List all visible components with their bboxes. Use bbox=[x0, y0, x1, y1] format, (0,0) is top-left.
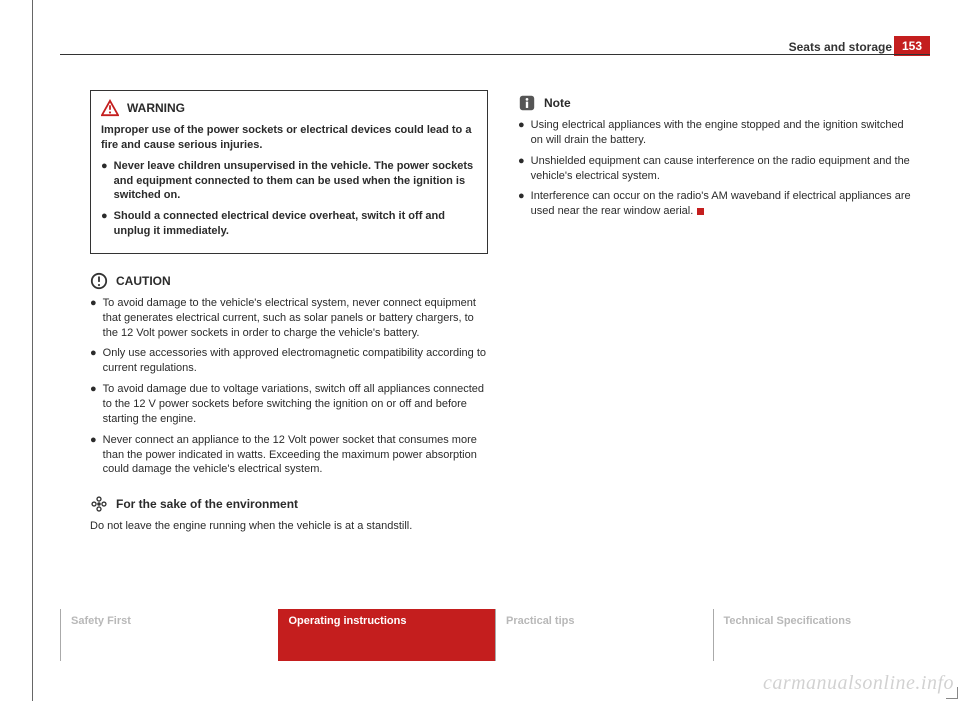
note-bullet-3: ●Interference can occur on the radio's A… bbox=[518, 189, 916, 219]
crop-mark-left bbox=[32, 0, 33, 701]
note-bullet-2-text: Unshielded equipment can cause interfere… bbox=[531, 154, 916, 184]
warning-callout: WARNING Improper use of the power socket… bbox=[90, 90, 488, 254]
caution-bullet-4: ●Never connect an appliance to the 12 Vo… bbox=[90, 433, 488, 478]
watermark: carmanualsonline.info bbox=[763, 672, 954, 695]
warning-bullet-1: ●Never leave children unsupervised in th… bbox=[101, 159, 477, 204]
caution-bullet-4-text: Never connect an appliance to the 12 Vol… bbox=[103, 433, 488, 478]
note-bullet-2: ●Unshielded equipment can cause interfer… bbox=[518, 154, 916, 184]
warning-bullet-2: ●Should a connected electrical device ov… bbox=[101, 209, 477, 239]
caution-title: CAUTION bbox=[116, 273, 171, 289]
note-bullet-1: ●Using electrical appliances with the en… bbox=[518, 118, 916, 148]
warning-title: WARNING bbox=[127, 100, 185, 116]
content-area: WARNING Improper use of the power socket… bbox=[90, 90, 950, 552]
warning-intro: Improper use of the power sockets or ele… bbox=[101, 123, 477, 153]
warning-bullet-1-text: Never leave children unsupervised in the… bbox=[114, 159, 477, 204]
caution-circle-icon bbox=[90, 272, 108, 290]
page-number-badge: 153 bbox=[894, 36, 930, 56]
note-callout: Note ●Using electrical appliances with t… bbox=[518, 94, 916, 219]
environment-header: For the sake of the environment bbox=[90, 495, 488, 513]
environment-callout: For the sake of the environment Do not l… bbox=[90, 495, 488, 534]
caution-bullet-2-text: Only use accessories with approved elect… bbox=[103, 346, 488, 376]
caution-header: CAUTION bbox=[90, 272, 488, 290]
footer-tab-safety[interactable]: Safety First bbox=[60, 609, 278, 661]
caution-bullet-1-text: To avoid damage to the vehicle's electri… bbox=[103, 296, 488, 341]
warning-header: WARNING bbox=[101, 99, 477, 117]
caution-bullet-3-text: To avoid damage due to voltage variation… bbox=[103, 382, 488, 427]
note-bullet-1-text: Using electrical appliances with the eng… bbox=[531, 118, 916, 148]
environment-text: Do not leave the engine running when the… bbox=[90, 519, 488, 534]
footer-nav: Safety First Operating instructions Prac… bbox=[60, 609, 930, 661]
right-column: Note ●Using electrical appliances with t… bbox=[518, 90, 916, 552]
left-column: WARNING Improper use of the power socket… bbox=[90, 90, 488, 552]
info-square-icon bbox=[518, 94, 536, 112]
warning-bullet-2-text: Should a connected electrical device ove… bbox=[114, 209, 477, 239]
note-title: Note bbox=[544, 95, 571, 111]
header-rule bbox=[60, 54, 930, 55]
crop-mark-bottom-right bbox=[946, 687, 958, 699]
section-end-marker bbox=[697, 208, 704, 215]
section-title: Seats and storage bbox=[789, 40, 892, 54]
footer-tab-operating[interactable]: Operating instructions bbox=[278, 609, 496, 661]
caution-bullet-2: ●Only use accessories with approved elec… bbox=[90, 346, 488, 376]
caution-callout: CAUTION ●To avoid damage to the vehicle'… bbox=[90, 272, 488, 477]
warning-triangle-icon bbox=[101, 99, 119, 117]
footer-tab-practical[interactable]: Practical tips bbox=[495, 609, 713, 661]
caution-bullet-3: ●To avoid damage due to voltage variatio… bbox=[90, 382, 488, 427]
caution-bullet-1: ●To avoid damage to the vehicle's electr… bbox=[90, 296, 488, 341]
note-header: Note bbox=[518, 94, 916, 112]
footer-tab-technical[interactable]: Technical Specifications bbox=[713, 609, 931, 661]
environment-flower-icon bbox=[90, 495, 108, 513]
environment-title: For the sake of the environment bbox=[116, 496, 298, 512]
note-bullet-3-text: Interference can occur on the radio's AM… bbox=[531, 190, 911, 217]
